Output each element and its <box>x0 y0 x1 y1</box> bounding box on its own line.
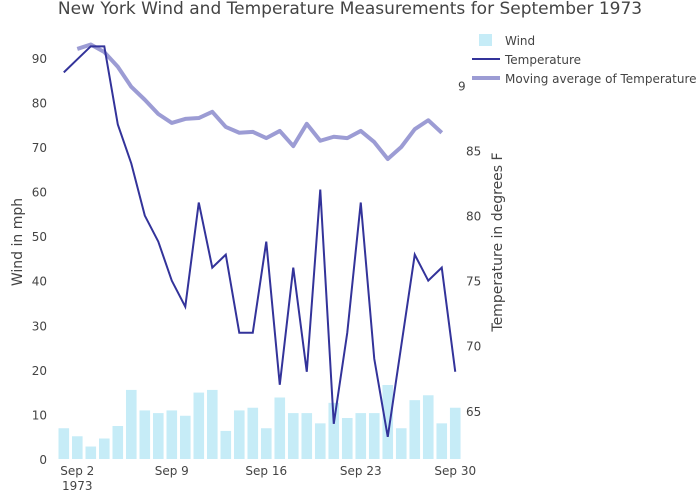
legend[interactable]: Wind Temperature Moving average of Tempera… <box>472 34 697 86</box>
y-tick-label: 60 <box>32 186 47 200</box>
wind-bar <box>449 407 461 459</box>
wind-bar <box>368 413 380 459</box>
y-tick-label: 80 <box>32 96 47 110</box>
y-axis-label: Wind in mph <box>10 198 26 286</box>
legend-label: Wind <box>505 34 535 48</box>
wind-bar <box>328 402 340 459</box>
y2-axis-label: Temperature in degrees F <box>490 152 506 332</box>
wind-bar <box>58 428 70 459</box>
y2-tick-label: 80 <box>466 210 481 224</box>
y-tick-label: 40 <box>32 275 47 289</box>
wind-bar <box>422 395 434 459</box>
y2-tick-label: 9 <box>458 79 466 93</box>
x-tick-label: Sep 30 <box>434 464 476 478</box>
wind-bar <box>260 428 272 459</box>
wind-bar <box>193 392 205 459</box>
y-tick-label: 20 <box>32 364 47 378</box>
y-tick-label: 50 <box>32 230 47 244</box>
y2-tick-label: 85 <box>466 144 481 158</box>
wind-bar <box>71 436 83 459</box>
legend-swatch-wind <box>479 34 492 46</box>
wind-bar <box>247 407 259 459</box>
wind-bar <box>233 410 245 459</box>
wind-bar <box>409 400 421 459</box>
y-tick-label: 70 <box>32 141 47 155</box>
wind-bar <box>125 389 137 459</box>
x-tick-label: Sep 16 <box>245 464 287 478</box>
temperature-line <box>63 45 457 438</box>
y-tick-label: 10 <box>32 408 47 422</box>
moving-average-line <box>76 42 444 162</box>
wind-bar <box>85 446 97 459</box>
wind-bar <box>436 423 448 459</box>
x-tick-label: Sep 9 <box>155 464 189 478</box>
x-tick-sublabel: 1973 <box>62 479 93 493</box>
wind-bar <box>355 413 367 459</box>
wind-bar <box>287 413 299 459</box>
chart-title: New York Wind and Temperature Measuremen… <box>58 0 642 19</box>
wind-bar <box>301 413 313 459</box>
x-tick-label: Sep 2 <box>60 464 94 478</box>
wind-bar <box>139 410 151 459</box>
wind-bar <box>314 423 326 459</box>
y2-tick-label: 65 <box>466 405 481 419</box>
legend-label: Moving average of Temperature <box>505 72 697 86</box>
wind-bar <box>112 426 124 459</box>
wind-bar <box>152 413 164 459</box>
y2-tick-label: 70 <box>466 340 481 354</box>
wind-bar <box>341 417 353 459</box>
wind-bar <box>179 415 191 459</box>
wind-bar <box>382 385 394 459</box>
wind-bar <box>206 389 218 459</box>
wind-bar <box>166 410 178 459</box>
y-tick-label: 90 <box>32 52 47 66</box>
wind-bar <box>98 438 110 459</box>
wind-bar <box>395 428 407 459</box>
wind-bar <box>274 397 286 459</box>
y-tick-label: 0 <box>39 453 47 467</box>
legend-label: Temperature <box>504 53 581 67</box>
y2-tick-label: 75 <box>466 275 481 289</box>
x-tick-label: Sep 23 <box>340 464 382 478</box>
y-tick-label: 30 <box>32 319 47 333</box>
wind-bar <box>220 430 232 459</box>
